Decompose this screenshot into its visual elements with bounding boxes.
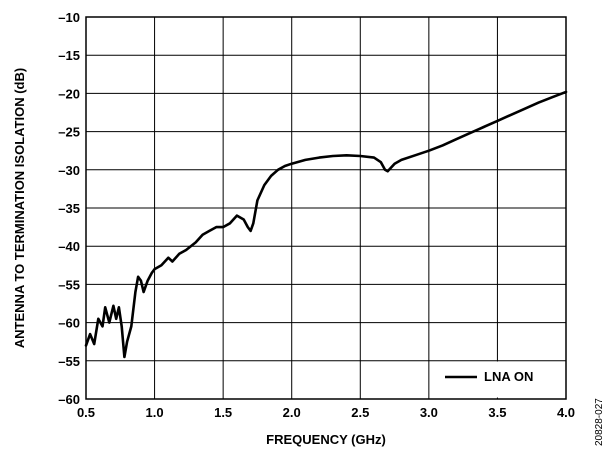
y-tick-label: –40 [58, 239, 80, 254]
y-tick-label: –60 [58, 392, 80, 407]
legend-label-lna-on: LNA ON [484, 369, 533, 384]
legend-box [437, 361, 565, 398]
x-tick-label: 0.5 [77, 405, 95, 420]
x-tick-label: 3.5 [488, 405, 506, 420]
y-axis-title: ANTENNA TO TERMINATION ISOLATION (dB) [12, 68, 27, 348]
y-tick-labels: –10 –15 –20 –25 –30 –35 –40 –55 –60 –55 –60 [58, 10, 80, 407]
x-axis-title: FREQUENCY (GHz) [266, 432, 386, 447]
series-layer [84, 90, 568, 359]
plot-frame [85, 16, 567, 400]
y-tick-label: –30 [58, 163, 80, 178]
y-tick-label: –55 [58, 354, 80, 369]
y-tick-label: –60 [58, 316, 80, 331]
x-tick-label: 1.0 [146, 405, 164, 420]
y-tick-label: –35 [58, 201, 80, 216]
x-tick-label: 1.5 [214, 405, 232, 420]
y-tick-label: –55 [58, 277, 80, 292]
x-tick-label: 3.0 [420, 405, 438, 420]
y-tick-label: –25 [58, 125, 80, 140]
series-line-lna-on [84, 90, 568, 359]
y-tick-label: –10 [58, 10, 80, 25]
x-tick-label: 2.5 [351, 405, 369, 420]
x-tick-labels: 0.5 1.0 1.5 2.0 2.5 3.0 3.5 4.0 [77, 405, 575, 420]
figure-code: 20828-027 [594, 398, 605, 446]
y-tick-label: –20 [58, 86, 80, 101]
legend: LNA ON [437, 361, 565, 398]
x-tick-label: 4.0 [557, 405, 575, 420]
x-tick-label: 2.0 [283, 405, 301, 420]
y-tick-label: –15 [58, 48, 80, 63]
